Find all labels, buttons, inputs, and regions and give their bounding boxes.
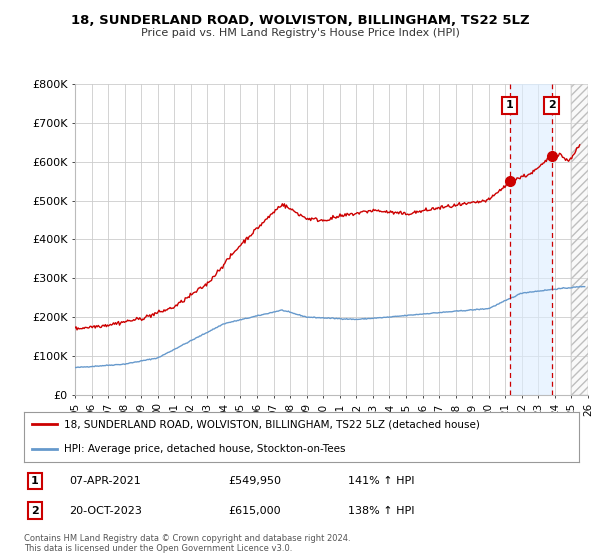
Bar	[571, 84, 588, 395]
Text: £549,950: £549,950	[228, 476, 281, 486]
Text: 141% ↑ HPI: 141% ↑ HPI	[348, 476, 415, 486]
Text: 1: 1	[31, 476, 38, 486]
Bar	[571, 84, 588, 395]
Text: 1: 1	[506, 100, 514, 110]
Text: HPI: Average price, detached house, Stockton-on-Tees: HPI: Average price, detached house, Stoc…	[64, 445, 346, 454]
Bar	[510, 84, 551, 395]
Text: 18, SUNDERLAND ROAD, WOLVISTON, BILLINGHAM, TS22 5LZ: 18, SUNDERLAND ROAD, WOLVISTON, BILLINGH…	[71, 14, 529, 27]
Text: 2: 2	[548, 100, 556, 110]
Text: £615,000: £615,000	[228, 506, 281, 516]
Text: 138% ↑ HPI: 138% ↑ HPI	[348, 506, 415, 516]
Text: 20-OCT-2023: 20-OCT-2023	[69, 506, 142, 516]
Text: 07-APR-2021: 07-APR-2021	[69, 476, 141, 486]
Text: Price paid vs. HM Land Registry's House Price Index (HPI): Price paid vs. HM Land Registry's House …	[140, 28, 460, 38]
Text: Contains HM Land Registry data © Crown copyright and database right 2024.
This d: Contains HM Land Registry data © Crown c…	[24, 534, 350, 553]
Text: 2: 2	[31, 506, 38, 516]
Text: 18, SUNDERLAND ROAD, WOLVISTON, BILLINGHAM, TS22 5LZ (detached house): 18, SUNDERLAND ROAD, WOLVISTON, BILLINGH…	[64, 419, 480, 429]
